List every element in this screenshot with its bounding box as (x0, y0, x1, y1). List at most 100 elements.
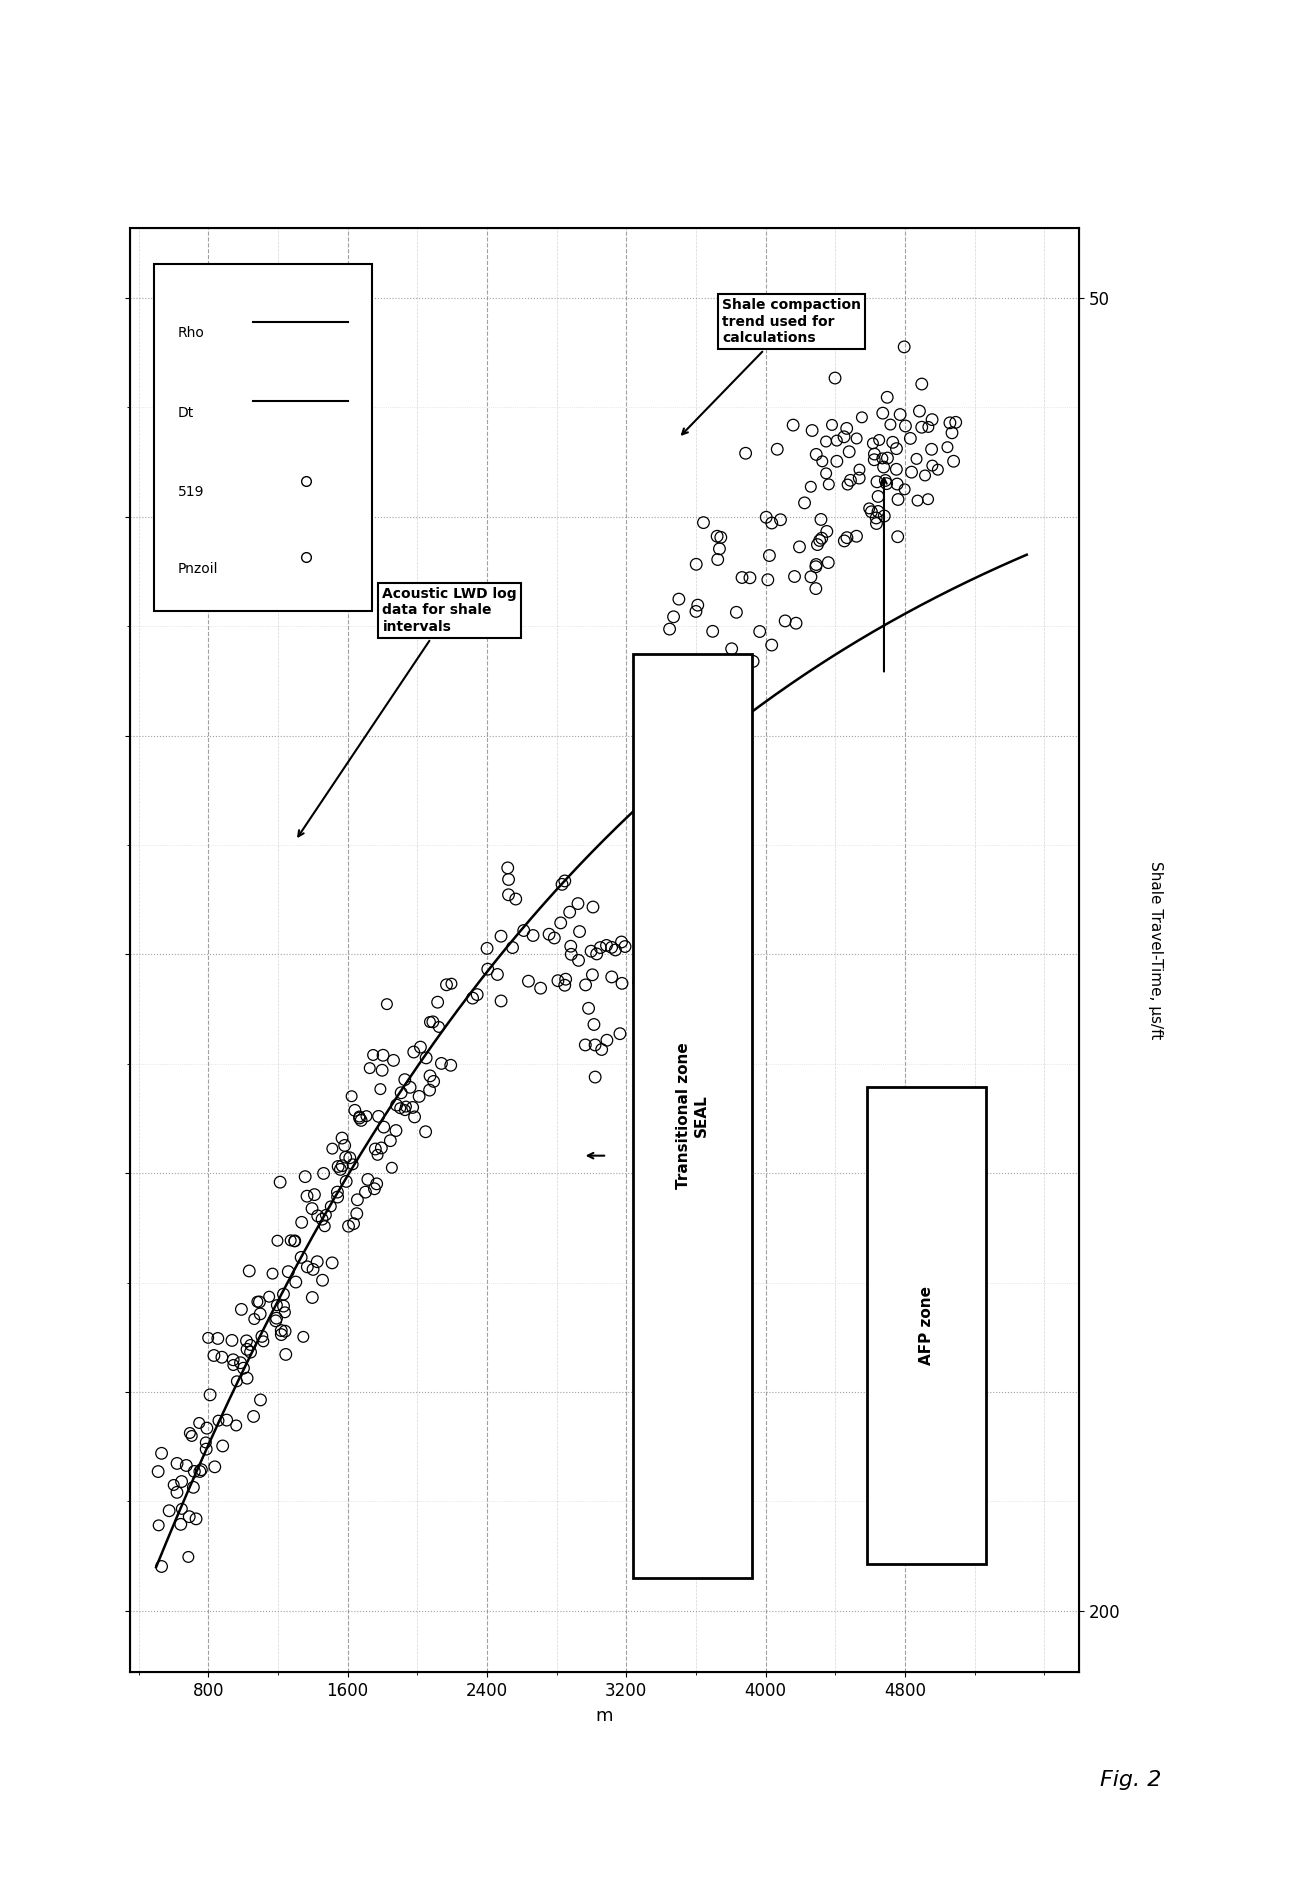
Point (732, 562, 753, 593)
Point (286, 1267, 307, 1298)
Point (945, 407, 966, 437)
Point (302, 1193, 322, 1224)
Point (927, 454, 948, 484)
Point (367, 1140, 387, 1170)
Point (523, 920, 543, 950)
Point (867, 496, 888, 526)
Point (265, 1305, 286, 1336)
Point (403, 1037, 424, 1068)
FancyBboxPatch shape (867, 1087, 985, 1564)
Point (250, 1385, 270, 1416)
Point (941, 418, 962, 448)
Point (312, 1205, 333, 1235)
Point (915, 460, 936, 490)
Point (762, 629, 783, 659)
Point (441, 969, 462, 999)
Point (611, 927, 632, 958)
Point (806, 551, 827, 581)
Point (307, 1246, 328, 1277)
Point (693, 507, 714, 538)
Point (237, 1326, 257, 1357)
Point (386, 1091, 407, 1121)
Point (581, 937, 602, 967)
Point (240, 1330, 261, 1360)
Point (195, 1427, 216, 1457)
Point (222, 1345, 243, 1376)
Point (806, 574, 827, 604)
Point (722, 633, 742, 663)
Point (900, 424, 920, 454)
Point (824, 363, 845, 393)
Point (592, 1034, 612, 1064)
Point (247, 1286, 268, 1317)
Point (196, 1434, 217, 1465)
Point (872, 443, 893, 473)
Point (922, 450, 942, 481)
Point (833, 526, 854, 557)
Point (770, 505, 790, 536)
Point (775, 606, 796, 636)
Point (846, 521, 867, 551)
Point (164, 1471, 185, 1501)
Point (303, 1254, 324, 1284)
Point (408, 1081, 429, 1112)
Point (602, 961, 623, 992)
Point (266, 1290, 287, 1320)
Point (190, 1455, 211, 1486)
Point (212, 1341, 233, 1372)
Point (811, 522, 832, 553)
Point (586, 939, 607, 969)
Point (334, 1130, 355, 1161)
Point (370, 1132, 391, 1163)
Point (477, 954, 498, 984)
Point (237, 1362, 257, 1393)
Point (395, 1091, 416, 1121)
Point (836, 412, 857, 443)
Point (833, 422, 854, 452)
Point (569, 916, 590, 946)
Point (749, 616, 770, 646)
Point (864, 445, 885, 475)
Point (350, 1102, 370, 1132)
Point (328, 1151, 348, 1182)
Point (585, 1062, 606, 1092)
Point (867, 481, 888, 511)
Point (204, 1452, 225, 1482)
Point (819, 469, 840, 500)
Point (762, 507, 783, 538)
Point (862, 428, 883, 458)
Point (578, 994, 599, 1024)
Point (874, 452, 894, 483)
Point (550, 908, 571, 939)
Point (909, 395, 930, 426)
Point (312, 1265, 333, 1296)
Point (322, 1134, 343, 1165)
Point (767, 433, 788, 464)
Point (347, 1184, 368, 1214)
Point (204, 1340, 225, 1370)
Point (436, 969, 456, 999)
Point (815, 458, 836, 488)
Point (696, 680, 716, 711)
Point (422, 1007, 443, 1037)
Point (420, 1060, 441, 1091)
Point (254, 1326, 274, 1357)
Point (742, 646, 763, 676)
Point (428, 986, 448, 1016)
Point (263, 1258, 283, 1288)
Point (590, 933, 611, 963)
Point (868, 426, 889, 456)
Point (231, 1294, 252, 1324)
Point (467, 978, 488, 1009)
Point (328, 1176, 348, 1206)
Text: Transitional zone
SEAL: Transitional zone SEAL (676, 1043, 708, 1189)
Point (356, 1100, 377, 1130)
Point (370, 1074, 391, 1104)
Point (575, 1030, 595, 1060)
Point (604, 935, 625, 965)
Point (836, 522, 857, 553)
Text: Rho: Rho (177, 327, 204, 340)
Point (198, 1322, 218, 1353)
Point (866, 509, 887, 540)
Point (364, 1174, 385, 1205)
